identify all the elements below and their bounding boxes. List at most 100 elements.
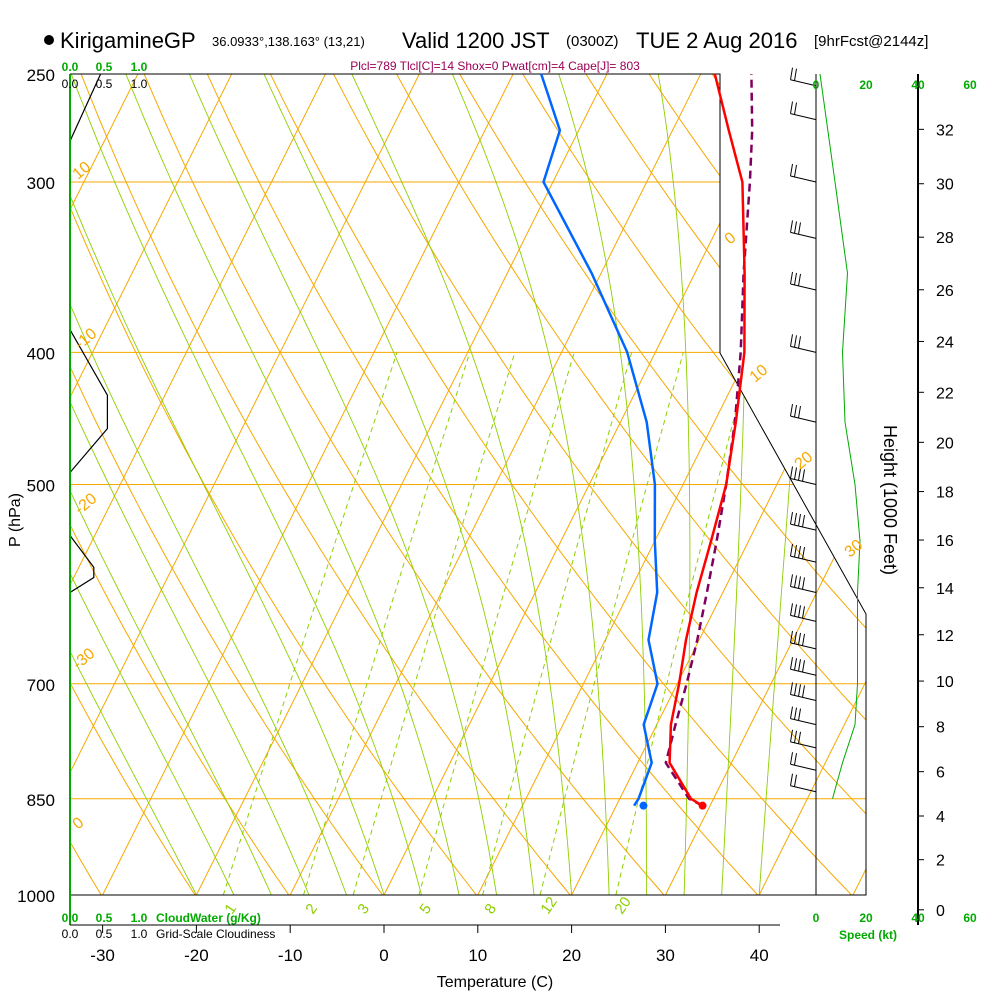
wind-barb-feather xyxy=(798,336,801,349)
temperature-tick-label: 40 xyxy=(750,946,769,965)
wind-barb-feather xyxy=(802,606,805,619)
wind-barb-feather xyxy=(790,220,793,233)
isotherm-label: 10 xyxy=(747,362,772,387)
wind-barb-feather xyxy=(794,575,797,588)
wind-barb-feather xyxy=(794,730,797,743)
wind-barb-feather xyxy=(798,731,801,744)
wind-barb-feather xyxy=(798,684,801,697)
dry-adiabat xyxy=(196,74,785,895)
isotherm-label: -20 xyxy=(72,490,101,518)
moist-adiabat xyxy=(263,74,535,895)
mixing-ratio-line xyxy=(539,352,684,895)
dry-adiabat xyxy=(70,74,215,895)
wind-barb-feather xyxy=(794,221,797,234)
wind-barb-feather xyxy=(798,546,801,559)
cloudwater-scale-top: 1.0 xyxy=(131,60,148,74)
pressure-tick-label: 500 xyxy=(27,477,55,496)
height-tick-label: 8 xyxy=(936,720,945,737)
wind-barb-feather xyxy=(798,632,801,646)
station-name: KirigamineGP xyxy=(60,28,196,53)
wind-barb-feather xyxy=(790,511,793,525)
temperature-tick-label: -10 xyxy=(278,946,303,965)
dry-adiabat xyxy=(133,74,690,895)
cloudiness-trace xyxy=(70,329,109,473)
wind-barb xyxy=(790,511,817,531)
cloudwater-label: CloudWater (g/Kg) xyxy=(156,911,261,925)
mixing-ratio-line xyxy=(352,352,516,895)
wind-barb-feather xyxy=(802,514,805,528)
temperature-trace xyxy=(668,73,746,807)
wind-barb xyxy=(790,752,817,771)
mixing-ratio-label: 2 xyxy=(302,901,321,918)
wind-barb-feather xyxy=(790,544,793,557)
cloudiness-scale-top: 0.5 xyxy=(96,77,113,91)
pressure-tick-label: 400 xyxy=(27,344,55,363)
wind-barb-feather xyxy=(790,657,793,670)
moist-adiabat xyxy=(351,74,573,895)
isotherm-label: 10 xyxy=(70,159,95,184)
wind-barb xyxy=(790,404,817,423)
wind-barb xyxy=(790,271,817,291)
wind-barb xyxy=(790,101,817,121)
height-tick-label: 22 xyxy=(936,385,954,402)
temperature-tick-label: 30 xyxy=(656,946,675,965)
speed-tick-bottom: 20 xyxy=(859,911,873,925)
wind-barb-feather xyxy=(802,469,805,482)
height-tick-label: 10 xyxy=(936,674,954,691)
dry-adiabat xyxy=(70,74,120,895)
pressure-tick-label: 250 xyxy=(27,66,55,85)
speed-tick-top: 60 xyxy=(963,78,977,92)
moist-adiabat xyxy=(558,74,648,895)
wind-barb xyxy=(790,67,817,87)
speed-tick-bottom: 40 xyxy=(911,911,925,925)
wind-barb-feather xyxy=(790,752,793,765)
wind-barb xyxy=(790,220,817,239)
wind-barb-feather xyxy=(794,68,797,81)
wind-barb-feather xyxy=(802,685,805,698)
wind-barb-feather xyxy=(802,577,805,590)
wind-barb-feather xyxy=(794,164,797,178)
dry-adiabat xyxy=(819,74,866,895)
mixing-ratio-label: 20 xyxy=(611,894,634,917)
wind-barb-feather xyxy=(794,102,797,115)
mixing-ratio-line xyxy=(482,352,633,895)
height-tick-label: 32 xyxy=(936,122,954,139)
temperature-tick-label: 20 xyxy=(562,946,581,965)
dry-adiabat xyxy=(70,74,500,895)
moist-adiabat xyxy=(657,74,691,895)
isotherm-line xyxy=(102,74,514,895)
wind-barb-feather xyxy=(790,404,793,417)
isotherm-label: 30 xyxy=(842,537,867,562)
wind-speed-trace xyxy=(819,73,861,799)
dewpoint-trace xyxy=(540,73,659,807)
wind-barb-feather xyxy=(794,335,797,348)
isotherm-line xyxy=(70,74,233,895)
forecast-info: [9hrFcst@2144z] xyxy=(814,33,929,50)
dry-adiabat xyxy=(258,74,866,895)
dry-adiabat xyxy=(757,74,866,895)
wind-barb-feather xyxy=(794,545,797,558)
wind-barb-feather xyxy=(790,630,793,644)
wind-barb-feather xyxy=(790,101,793,114)
height-tick-label: 30 xyxy=(936,177,954,194)
wind-barb-feather xyxy=(794,753,797,766)
plot-area xyxy=(0,50,866,924)
moist-adiabat xyxy=(70,74,272,895)
dry-adiabat xyxy=(0,50,24,924)
wind-barb-feather xyxy=(802,660,805,673)
isotherm-label: -30 xyxy=(70,645,99,673)
pressure-tick-label: 300 xyxy=(27,174,55,193)
dry-adiabat xyxy=(383,74,866,895)
temperature-tick-label: -20 xyxy=(184,946,209,965)
isotherm-line xyxy=(758,74,866,895)
wind-barb-feather xyxy=(794,604,797,617)
cloudwater-scale-bottom: 0.0 xyxy=(62,911,79,925)
moist-adiabat xyxy=(70,74,422,895)
isotherm-label: 20 xyxy=(792,449,817,474)
isotherm-line xyxy=(852,74,866,895)
wind-barb-feather xyxy=(790,574,793,587)
cloudiness-trace xyxy=(70,535,95,593)
temperature-tick-label: 10 xyxy=(468,946,487,965)
wind-barb-feather xyxy=(802,633,805,647)
